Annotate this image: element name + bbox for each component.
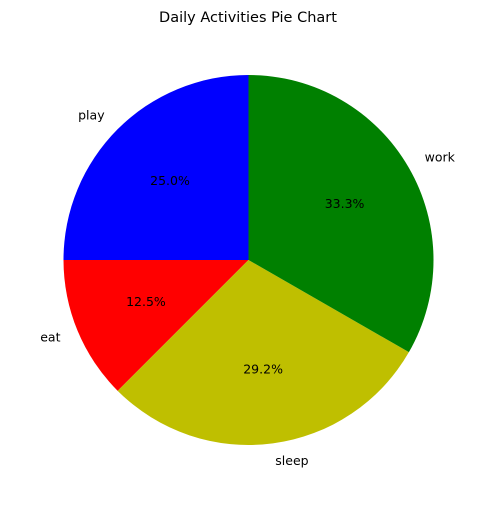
pie-labels: play 25.0% eat 12.5% sleep 29.2% work 33.3% xyxy=(40,108,455,469)
slice-label-sleep: sleep xyxy=(275,453,308,468)
slice-pct-label-sleep: 29.2% xyxy=(243,362,283,377)
pie-slice-play xyxy=(63,75,249,260)
slice-label-eat: eat xyxy=(40,329,60,344)
chart-title: Daily Activities Pie Chart xyxy=(159,10,337,26)
slice-pct-label-play: 25.0% xyxy=(150,173,190,188)
slice-pct-label-eat: 12.5% xyxy=(126,294,166,309)
slice-label-work: work xyxy=(425,150,456,165)
pie-slice-sleep xyxy=(117,260,409,445)
pie-slice-work xyxy=(248,75,434,353)
slice-label-play: play xyxy=(78,108,105,123)
pie-slice-eat xyxy=(63,260,249,391)
slice-pct-label-work: 33.3% xyxy=(325,196,365,211)
pie-slices xyxy=(63,75,434,445)
